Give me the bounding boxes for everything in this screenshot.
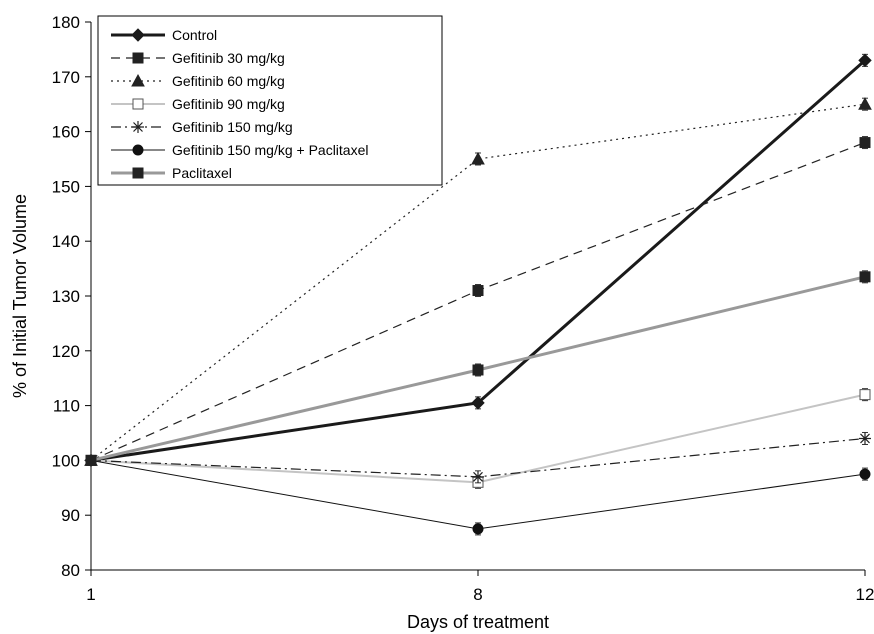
y-tick-label: 100 [52, 451, 80, 470]
data-point [472, 285, 484, 297]
series-7 [85, 270, 871, 466]
data-point [858, 53, 872, 68]
legend-item: Control [111, 27, 217, 43]
data-point [472, 523, 484, 535]
data-point [859, 389, 871, 401]
legend-marker [132, 98, 144, 110]
legend-label: Gefitinib 150 mg/kg + Paclitaxel [172, 142, 369, 158]
x-tick-label: 1 [86, 585, 95, 604]
y-axis-title: % of Initial Tumor Volume [10, 194, 30, 398]
y-tick-label: 130 [52, 287, 80, 306]
legend-item: Gefitinib 150 mg/kg + Paclitaxel [111, 142, 369, 158]
series-5 [85, 431, 871, 484]
y-tick-label: 140 [52, 232, 80, 251]
legend-marker [131, 73, 145, 87]
series-2 [85, 136, 871, 466]
legend-label: Gefitinib 90 mg/kg [172, 96, 285, 112]
data-point [859, 432, 871, 445]
y-tick-label: 80 [61, 561, 80, 580]
data-point [471, 151, 485, 165]
legend-item: Gefitinib 60 mg/kg [111, 73, 285, 89]
legend-item: Gefitinib 30 mg/kg [111, 50, 285, 66]
x-axis-ticks: 1 8 12 [86, 570, 874, 604]
x-tick-label: 12 [856, 585, 874, 604]
legend: Control Gefitinib 30 mg/kg Gefitinib 60 mg… [97, 15, 443, 186]
series-line [90, 103, 866, 461]
legend-label: Gefitinib 60 mg/kg [172, 73, 285, 89]
data-point [471, 396, 485, 410]
legend-marker [131, 28, 145, 42]
y-tick-label: 160 [52, 123, 80, 142]
legend-item: Gefitinib 150 mg/kg [111, 119, 293, 135]
legend-item: Gefitinib 90 mg/kg [111, 96, 285, 112]
data-point [859, 137, 871, 149]
legend-label: Control [172, 27, 217, 43]
legend-label: Gefitinib 30 mg/kg [172, 50, 285, 66]
x-tick-label: 8 [473, 585, 482, 604]
y-tick-label: 180 [52, 13, 80, 32]
legend-marker [132, 121, 144, 133]
data-point [472, 364, 484, 376]
series-layer [84, 53, 872, 536]
y-tick-label: 150 [52, 177, 80, 196]
x-axis-title: Days of treatment [407, 612, 549, 632]
y-tick-label: 120 [52, 342, 80, 361]
data-point [472, 470, 484, 483]
legend-label: Gefitinib 150 mg/kg [172, 119, 293, 135]
data-point [858, 97, 872, 110]
legend-marker [132, 52, 144, 64]
data-point [859, 271, 871, 283]
y-tick-label: 90 [61, 506, 80, 525]
y-axis-ticks: 80 90 100 110 120 130 140 150 160 170 180 [52, 13, 91, 580]
legend-box [97, 15, 443, 186]
data-point [859, 468, 871, 480]
y-tick-label: 170 [52, 68, 80, 87]
legend-marker [132, 167, 144, 179]
y-tick-label: 110 [53, 397, 80, 416]
legend-item: Paclitaxel [111, 165, 232, 181]
legend-marker [132, 144, 144, 156]
legend-label: Paclitaxel [172, 165, 232, 181]
series-line [90, 141, 866, 461]
data-point [85, 454, 97, 466]
